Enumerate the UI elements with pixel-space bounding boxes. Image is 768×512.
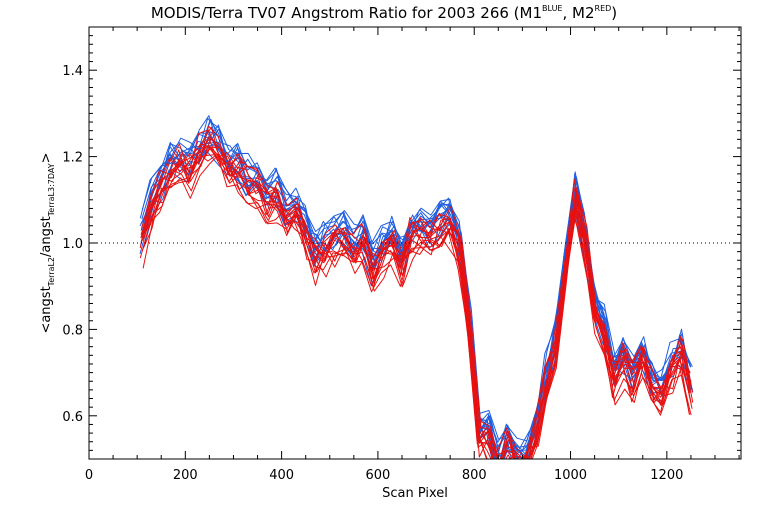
x-tick-label-400: 400 <box>269 468 294 483</box>
y-tick-label-0.6: 0.6 <box>62 410 83 425</box>
y-tick-label-1: 1.0 <box>62 237 83 252</box>
ticks-layer: 0 200 400 600 800 1000 1200 0.6 0.8 1.0 1.2 1.4 <box>62 27 741 483</box>
chart-title-end: ) <box>611 4 617 22</box>
y-axis-label-mid: /angst <box>39 216 54 257</box>
chart-title-main: MODIS/Terra TV07 Angstrom Ratio for 2003… <box>151 4 542 22</box>
x-tick-label-1200: 1200 <box>650 468 683 483</box>
series-line-m2-5 <box>140 125 691 459</box>
series-line-m1-10 <box>141 128 692 459</box>
series-line-m2-7 <box>141 146 692 459</box>
series-line-m2-12 <box>142 143 693 459</box>
series-line-m2-10 <box>143 136 693 459</box>
series-line-m2-2 <box>139 145 690 459</box>
x-tick-label-800: 800 <box>462 468 487 483</box>
series-line-m1-1 <box>140 141 691 459</box>
series-line-m1-6 <box>140 132 691 459</box>
x-tick-label-600: 600 <box>366 468 391 483</box>
series-line-m1-14 <box>143 119 693 459</box>
series-line-m2-8 <box>141 154 692 459</box>
series-line-m1-5 <box>142 131 693 459</box>
y-tick-label-1.4: 1.4 <box>62 64 83 79</box>
series-line-m2-11 <box>141 153 692 459</box>
y-tick-label-1.2: 1.2 <box>62 151 83 166</box>
series-line-m2-14 <box>140 129 691 459</box>
y-axis-label-open: <angst <box>39 286 54 333</box>
chart-title-mid: , M2 <box>562 4 594 22</box>
series-line-m2-4 <box>140 136 691 459</box>
y-tick-label-0.8: 0.8 <box>62 323 83 338</box>
series-line-m1-3 <box>139 140 690 459</box>
series-line-m1-8 <box>140 130 691 459</box>
x-tick-label-200: 200 <box>173 468 198 483</box>
plot-frame <box>88 26 742 460</box>
y-axis-label-sub1: TerraL2 <box>47 257 56 287</box>
series-layer <box>139 115 694 459</box>
series-line-m1-9 <box>141 143 692 459</box>
series-line-m2-6 <box>142 146 693 459</box>
series-line-m2-3 <box>142 138 693 459</box>
chart-title-sup-red: RED <box>595 4 612 13</box>
y-axis-label-sub2: TerraL3:7DAY <box>47 163 56 217</box>
x-tick-label-1000: 1000 <box>554 468 587 483</box>
series-line-m2-13 <box>143 126 694 459</box>
y-axis-label-close: > <box>39 152 54 163</box>
chart-title-sup-blue: BLUE <box>542 4 562 13</box>
y-axis-label: <angstTerraL2/angstTerraL3:7DAY> <box>39 152 56 333</box>
chart-title: MODIS/Terra TV07 Angstrom Ratio for 2003… <box>151 4 617 22</box>
series-line-m1-13 <box>141 115 691 458</box>
x-axis-label: Scan Pixel <box>382 486 448 501</box>
series-line-m1-2 <box>143 136 694 459</box>
x-tick-label-0: 0 <box>85 468 93 483</box>
series-line-m2-9 <box>140 145 691 459</box>
